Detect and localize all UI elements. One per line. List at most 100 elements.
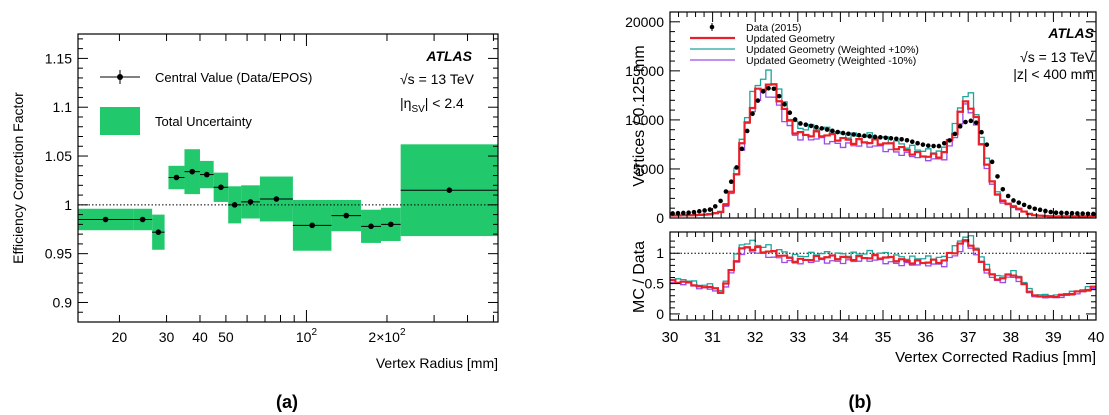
data-point [1048, 209, 1054, 215]
data-point [856, 132, 862, 138]
data-point [1016, 200, 1022, 205]
data-point [840, 130, 846, 136]
ratio-y-axis-title: MC / Data [631, 241, 648, 313]
legend-entry-label: Updated Geometry (Weighted +10%) [746, 44, 919, 56]
data-point [963, 119, 968, 125]
data-point [728, 179, 734, 185]
data-point [792, 117, 798, 122]
data-points [670, 85, 1096, 217]
y-tick-label: 1.15 [45, 50, 72, 66]
eta-label: |ηSV| < 2.4 [400, 95, 464, 115]
data-point [1005, 193, 1011, 199]
x-tick-label: 33 [789, 329, 806, 346]
legend-central-marker [117, 74, 123, 80]
data-point [776, 93, 782, 99]
data-point [712, 204, 718, 209]
energy-label-b: √s = 13 TeV [1020, 49, 1095, 65]
data-point [1043, 208, 1048, 214]
data-point [675, 210, 681, 216]
x-axis-ticks-a: 20 30 40 50 102 2×102 [112, 34, 494, 345]
data-point [824, 127, 830, 132]
y-tick-label: 15000 [625, 63, 664, 79]
y-tick-label: 20000 [625, 14, 664, 30]
central-value-point [309, 222, 315, 229]
data-point [936, 143, 942, 149]
legend-entry-label: Updated Geometry [746, 33, 835, 45]
data-point [989, 159, 995, 165]
z-cut-label: |z| < 400 mm [1013, 66, 1094, 82]
central-value-point [231, 202, 238, 208]
central-value-point [368, 223, 374, 230]
data-point [1021, 202, 1027, 208]
y-tick-label: 0 [656, 210, 664, 226]
central-value-point [446, 187, 453, 194]
data-point [702, 208, 707, 213]
atlas-label-a: ATLAS [425, 48, 472, 64]
data-point [696, 209, 702, 214]
data-point [920, 142, 926, 147]
y-axis-title-a: Efficiency Correction Factor [10, 92, 26, 264]
data-point [984, 142, 990, 147]
y-axis-title-b: Vertices / 0.125 mm [631, 45, 648, 186]
central-value-point [173, 174, 180, 181]
y-axis-ticks-b: 0 5000 10000 15000 20000 [625, 14, 1096, 226]
y-tick-label: 1 [64, 197, 72, 213]
central-value-point [343, 212, 350, 219]
data-point [1037, 207, 1043, 213]
x-axis-ticks-b: 30 31 32 33 34 35 36 37 38 39 40 [662, 232, 1105, 346]
legend-uncertainty-label: Total Uncertainty [155, 114, 252, 129]
panel-label-b: (b) [849, 392, 872, 412]
data-point [941, 140, 947, 146]
y-tick-label: 10000 [625, 112, 664, 128]
data-point [734, 165, 739, 170]
data-point [1085, 211, 1091, 217]
data-point [1053, 210, 1059, 215]
data-point [904, 137, 910, 143]
data-point [888, 135, 894, 141]
data-point [947, 138, 952, 143]
x-tick-label: 38 [1002, 329, 1019, 346]
central-value-point [189, 168, 196, 175]
data-point [835, 129, 841, 135]
x-tick-label: 31 [704, 329, 721, 346]
legend-central-label: Central Value (Data/EPOS) [155, 70, 312, 85]
x-tick-label: 40 [192, 329, 208, 345]
data-point [750, 111, 755, 117]
legend-uncertainty-swatch [100, 107, 140, 135]
x-tick-label: 40 [1088, 329, 1105, 346]
legend-data-marker [709, 24, 715, 30]
legend-entry-label: Updated Geometry (Weighted -10%) [746, 55, 916, 67]
panel-a: 0.9 0.95 1 1.05 1.1 1.15 20 30 40 50 102 2×102 Cen… [10, 33, 499, 412]
data-point [830, 128, 835, 134]
x-tick-label: 102 [296, 327, 318, 345]
data-point [1000, 186, 1006, 192]
central-value-point [218, 184, 224, 191]
x-tick-label: 30 [159, 329, 175, 345]
data-point [867, 134, 872, 139]
atlas-label-b: ATLAS [1047, 25, 1094, 41]
data-point [915, 140, 920, 146]
data-point [1027, 204, 1032, 210]
data-point [782, 102, 787, 107]
data-point [968, 118, 974, 124]
data-point [846, 131, 851, 137]
ratio-y-tick-label: 0 [656, 306, 664, 322]
central-value-points [78, 168, 498, 235]
data-point [739, 146, 745, 152]
x-axis-title-a: Vertex Radius [mm] [376, 355, 498, 371]
x-tick-label: 32 [747, 329, 764, 346]
data-point [744, 128, 750, 134]
y-axis-ticks-a: 0.9 0.95 1 1.05 1.1 1.15 [45, 38, 498, 313]
legend-entry-label: Data (2015) [746, 22, 801, 34]
plot-frame-b-ratio [669, 231, 1097, 321]
data-point [872, 134, 878, 140]
data-point [755, 98, 761, 103]
ratio-histograms [670, 235, 1096, 299]
data-point [973, 120, 979, 125]
data-point [718, 198, 723, 204]
mc-histogram-line [670, 83, 1096, 218]
central-value-point [273, 196, 280, 202]
data-point [808, 123, 814, 129]
